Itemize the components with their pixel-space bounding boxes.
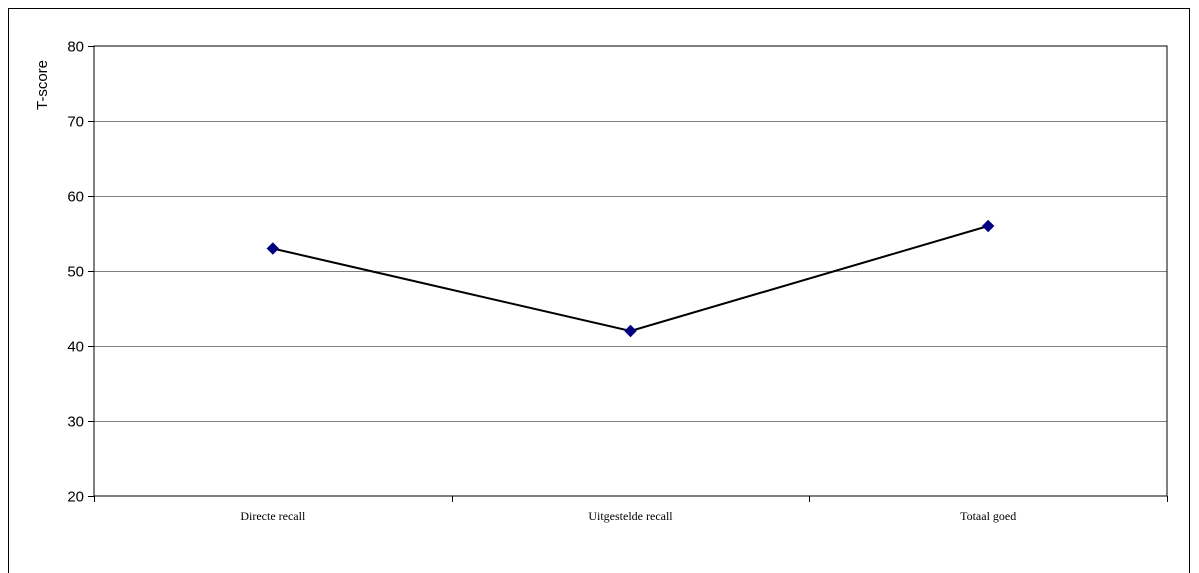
y-tick-label: 40: [67, 339, 84, 356]
y-tick-label: 80: [67, 39, 84, 56]
data-point-marker: [266, 242, 280, 255]
x-tick-label: Uitgestelde recall: [588, 509, 673, 523]
y-tick-label: 60: [67, 189, 84, 206]
x-tick-label: Totaal goed: [960, 509, 1016, 523]
chart-frame: [8, 8, 1190, 573]
y-tick-label: 20: [67, 489, 84, 506]
y-axis-label: T-score: [34, 60, 51, 110]
gridlines: [94, 121, 1167, 422]
data-point-marker: [981, 219, 995, 233]
axes: 20 30 40 50 60 70 80 Directe recall Uitgestelde …: [67, 39, 1168, 523]
y-tick-label: 30: [67, 414, 84, 431]
x-tick-label: Directe recall: [240, 509, 306, 523]
series-line: [272, 225, 989, 333]
y-tick-label: 70: [67, 114, 84, 131]
series-layer: [266, 219, 995, 338]
y-tick-label: 50: [67, 264, 84, 281]
data-point-marker: [624, 324, 637, 338]
